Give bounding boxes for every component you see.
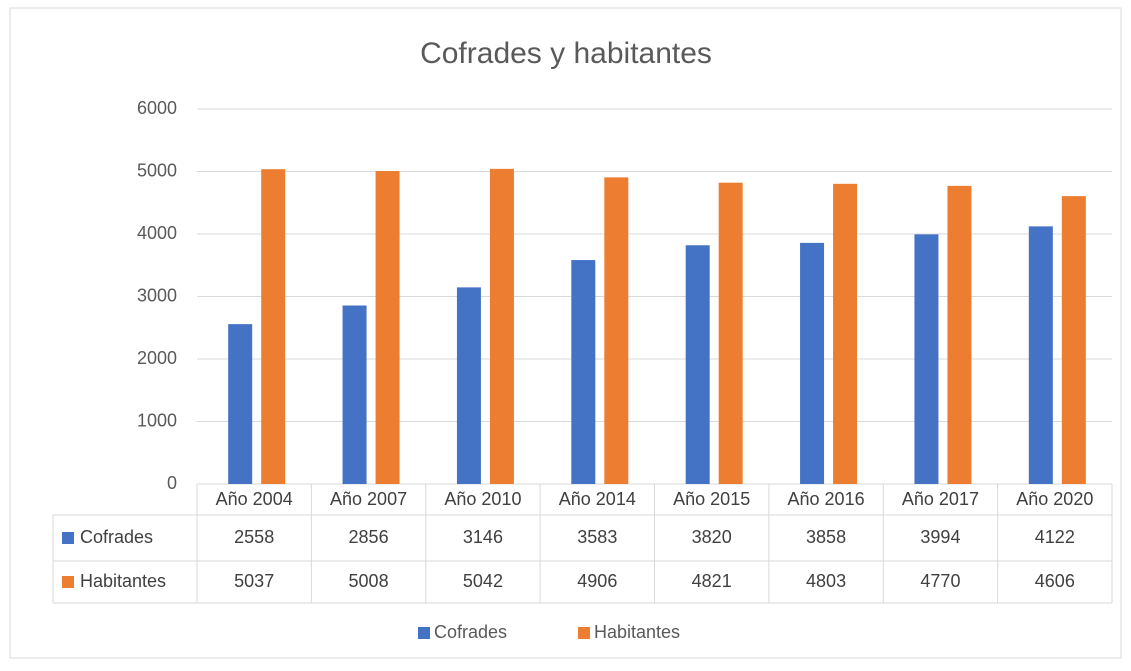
y-tick-label: 1000 [137, 410, 177, 430]
table-value: 2856 [349, 527, 389, 547]
x-tick-label: Año 2015 [673, 489, 750, 509]
bar [947, 185, 972, 484]
bar [342, 305, 367, 484]
legend-label: Cofrades [434, 622, 507, 642]
x-tick-label: Año 2014 [559, 489, 636, 509]
y-tick-label: 2000 [137, 348, 177, 368]
y-tick-label: 0 [167, 473, 177, 493]
y-tick-label: 4000 [137, 223, 177, 243]
bar [685, 245, 710, 484]
table-value: 4770 [920, 571, 960, 591]
table-value: 5037 [234, 571, 274, 591]
table-value: 3820 [692, 527, 732, 547]
legend-key [418, 627, 430, 639]
table-key [62, 532, 74, 544]
x-tick-label: Año 2010 [444, 489, 521, 509]
legend-key [578, 627, 590, 639]
bar [833, 183, 858, 484]
x-tick-label: Año 2020 [1016, 489, 1093, 509]
bar [571, 260, 596, 484]
table-key [62, 576, 74, 588]
bar [914, 234, 939, 484]
y-tick-label: 6000 [137, 98, 177, 118]
table-value: 4606 [1035, 571, 1075, 591]
bar [456, 287, 481, 484]
y-tick-label: 5000 [137, 160, 177, 180]
bar [228, 324, 253, 484]
bar [261, 169, 286, 484]
table-value: 4821 [692, 571, 732, 591]
y-tick-label: 3000 [137, 285, 177, 305]
x-tick-label: Año 2004 [216, 489, 293, 509]
bar [800, 242, 825, 484]
table-value: 5042 [463, 571, 503, 591]
table-value: 4803 [806, 571, 846, 591]
table-value: 3994 [920, 527, 960, 547]
x-tick-label: Año 2016 [788, 489, 865, 509]
bar [604, 177, 629, 484]
table-value: 2558 [234, 527, 274, 547]
x-tick-label: Año 2007 [330, 489, 407, 509]
bar [1061, 196, 1086, 484]
table-value: 3858 [806, 527, 846, 547]
table-value: 3146 [463, 527, 503, 547]
table-value: 4122 [1035, 527, 1075, 547]
table-value: 4906 [577, 571, 617, 591]
x-tick-label: Año 2017 [902, 489, 979, 509]
table-value: 5008 [349, 571, 389, 591]
table-value: 3583 [577, 527, 617, 547]
bar [375, 171, 400, 484]
bar [718, 182, 743, 484]
bar [489, 168, 514, 484]
chart-title: Cofrades y habitantes [420, 37, 712, 70]
bar [1028, 226, 1053, 484]
table-series-name: Cofrades [80, 527, 153, 547]
legend-label: Habitantes [594, 622, 680, 642]
table-series-name: Habitantes [80, 571, 166, 591]
